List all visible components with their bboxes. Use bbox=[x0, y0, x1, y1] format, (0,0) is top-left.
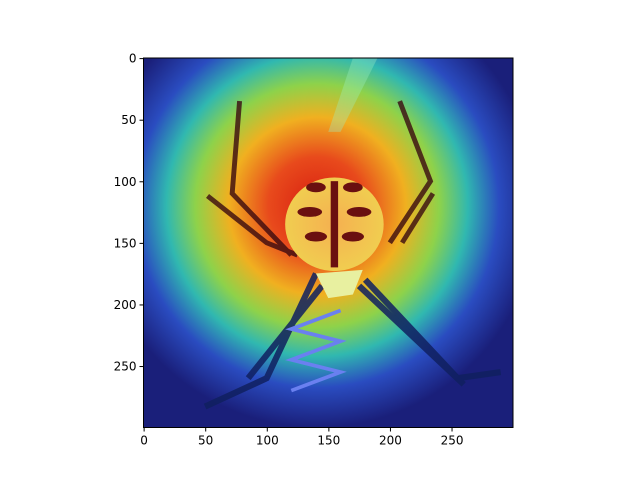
heatmap-image bbox=[143, 58, 513, 428]
x-tick-label: 100 bbox=[256, 434, 279, 448]
x-tick-label: 150 bbox=[317, 434, 340, 448]
x-tick-label: 50 bbox=[198, 434, 213, 448]
y-tick-label: 250 bbox=[114, 360, 137, 374]
y-tick-label: 200 bbox=[114, 298, 137, 312]
y-tick-label: 100 bbox=[114, 175, 137, 189]
x-tick-label: 250 bbox=[441, 434, 464, 448]
y-tick-label: 150 bbox=[114, 236, 137, 250]
axes-frame bbox=[143, 57, 514, 428]
x-tick-label: 0 bbox=[140, 434, 148, 448]
x-tick-label: 200 bbox=[379, 434, 402, 448]
y-tick-label: 50 bbox=[121, 113, 136, 127]
y-tick-label: 0 bbox=[129, 52, 137, 66]
